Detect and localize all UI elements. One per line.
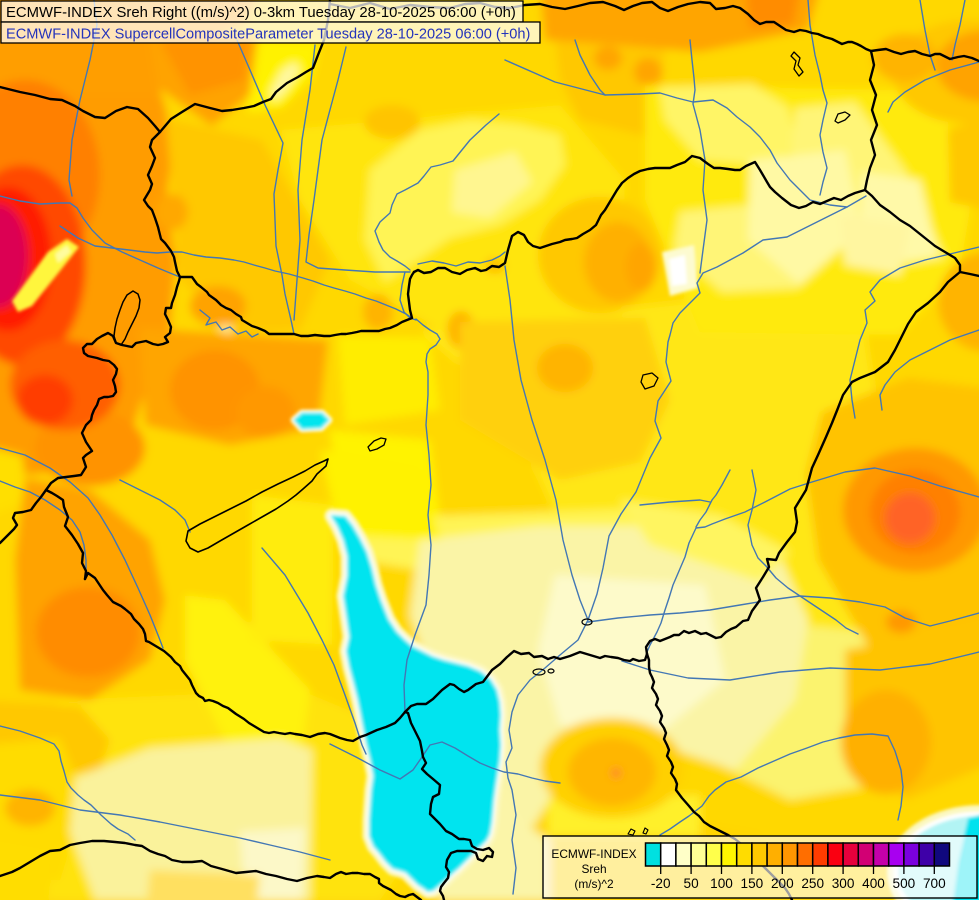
svg-text:250: 250 [801, 876, 824, 891]
svg-text:700: 700 [923, 876, 946, 891]
svg-text:ECMWF-INDEX SupercellComposite: ECMWF-INDEX SupercellCompositeParameter … [6, 27, 530, 43]
svg-text:500: 500 [893, 876, 916, 891]
svg-text:ECMWF-INDEX: ECMWF-INDEX [551, 847, 636, 861]
svg-text:100: 100 [710, 876, 733, 891]
svg-text:(m/s)^2: (m/s)^2 [574, 877, 614, 891]
svg-text:ECMWF-INDEX Sreh Right ((m/s)^: ECMWF-INDEX Sreh Right ((m/s)^2) 0-3km T… [6, 5, 516, 21]
svg-text:50: 50 [684, 876, 700, 891]
svg-text:400: 400 [862, 876, 885, 891]
svg-text:200: 200 [771, 876, 794, 891]
svg-text:300: 300 [832, 876, 855, 891]
svg-text:Sreh: Sreh [581, 862, 606, 876]
svg-text:-20: -20 [651, 876, 671, 891]
svg-text:150: 150 [741, 876, 764, 891]
